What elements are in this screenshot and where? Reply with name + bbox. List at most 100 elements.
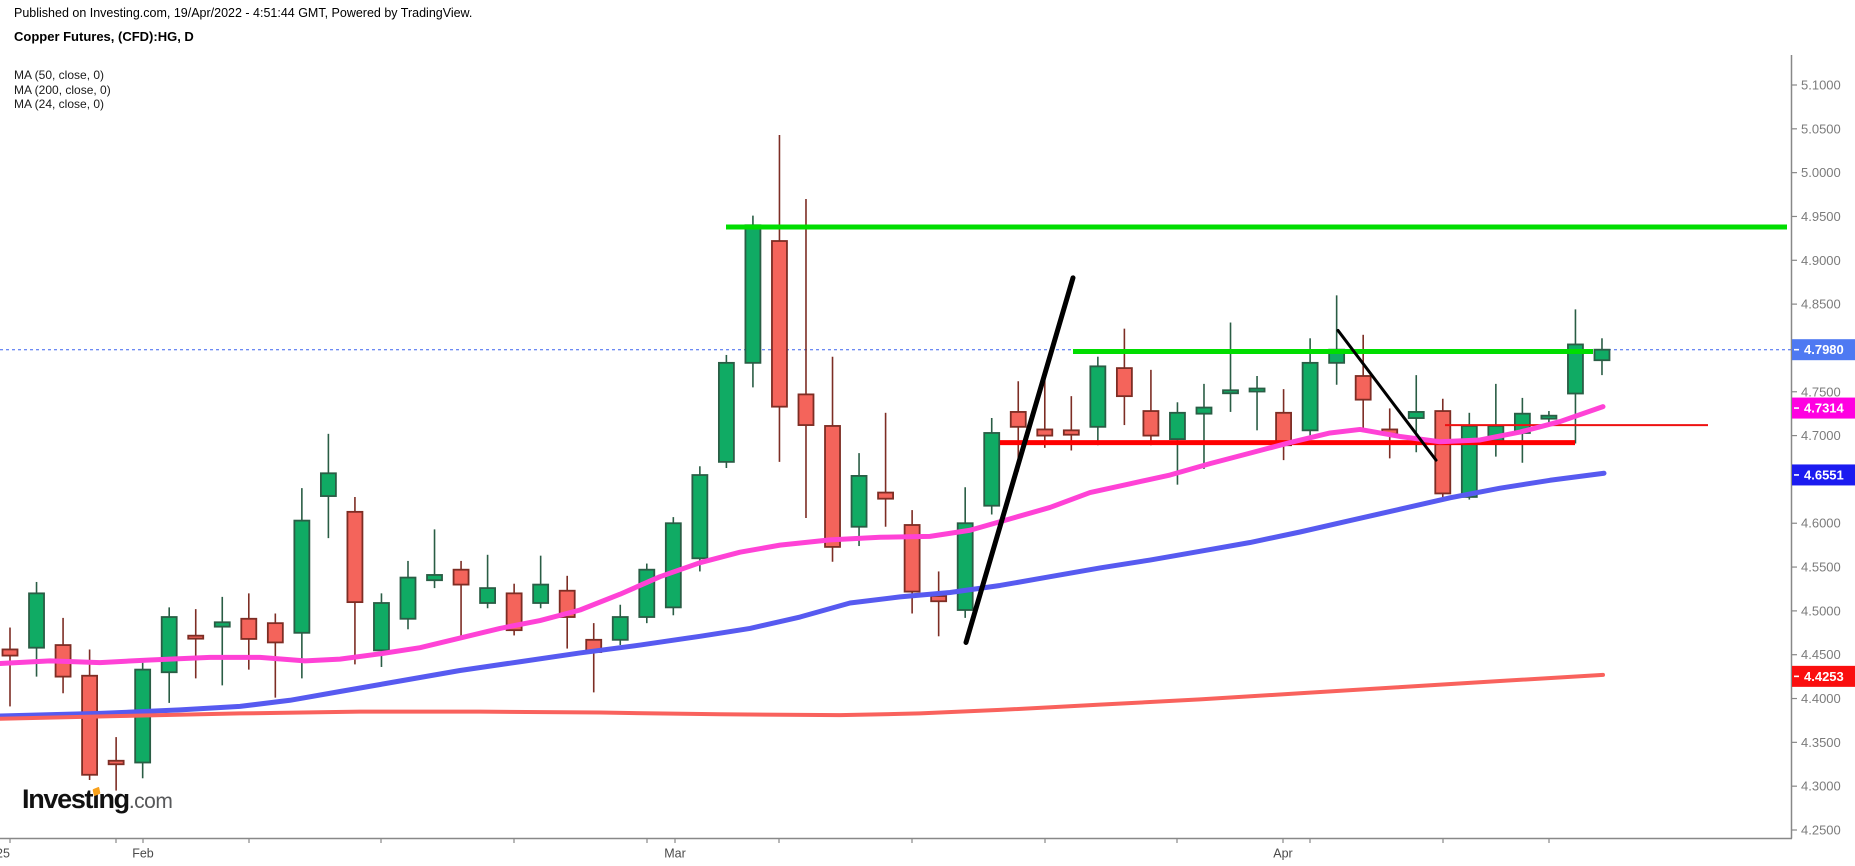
symbol-title: Copper Futures, (CFD):HG, D: [14, 29, 194, 44]
candle-up: [1195, 406, 1213, 415]
candle-up: [1593, 348, 1611, 362]
candle-up: [983, 432, 1001, 507]
candle-down: [240, 617, 258, 640]
price-axis-label: 4.9500: [1801, 209, 1841, 224]
candle-up: [638, 568, 656, 618]
candle-down: [771, 240, 788, 408]
candle-down: [346, 510, 364, 604]
time-axis-label-apr: Apr: [1273, 847, 1292, 861]
moving-average-lines: [0, 404, 1607, 721]
candle-up: [850, 475, 868, 528]
ma-line-ma-50: [0, 470, 1607, 719]
investing-logo: Investı ng.com: [22, 784, 173, 815]
candle-down: [1142, 410, 1160, 437]
price-axis-label: 4.3500: [1801, 735, 1841, 750]
candle-down: [107, 759, 125, 766]
ma-line-ma-24: [0, 404, 1606, 666]
indicator-ma-24: MA (24, close, 0): [14, 97, 105, 111]
candle-up: [611, 616, 629, 641]
downtrend-line: [1336, 328, 1438, 462]
candle-down: [505, 592, 523, 632]
price-axis-label: 4.8500: [1801, 297, 1841, 312]
price-axis-label: 4.5000: [1801, 603, 1841, 618]
candle-up: [293, 519, 311, 634]
price-axis-label: 5.0000: [1801, 165, 1841, 180]
price-axis-label: 4.9000: [1801, 253, 1841, 268]
svg-text:4.7980: 4.7980: [1804, 342, 1844, 357]
candle-down: [452, 568, 470, 586]
candle-up: [664, 522, 682, 609]
svg-text:4.7314: 4.7314: [1804, 401, 1845, 416]
svg-text:4.4253: 4.4253: [1804, 669, 1844, 684]
candle-down: [81, 674, 98, 776]
time-axis-label-25: 25: [0, 847, 10, 861]
candle-up: [532, 583, 550, 604]
candle-up: [1567, 343, 1584, 395]
price-axis-label: 4.2500: [1801, 823, 1841, 838]
price-tag-ma-200-value: 4.4253: [1792, 665, 1855, 687]
candle-down: [1036, 428, 1054, 437]
candle-up: [426, 574, 443, 582]
price-tag-last-price: 4.7980: [1792, 339, 1855, 361]
price-axis-labels: 5.1000 5.0500 5.0000 4.9500 4.9000 4.8500 4.75…: [1791, 78, 1841, 838]
candle-down: [1434, 410, 1452, 495]
indicator-ma-50: MA (50, close, 0): [14, 68, 105, 82]
price-axis-label: 5.0500: [1801, 121, 1841, 136]
candle-up: [28, 592, 45, 649]
candle-up: [1407, 411, 1425, 419]
indicator-ma-200: MA (200, close, 0): [14, 82, 111, 97]
price-axis-label: 4.7000: [1801, 428, 1841, 443]
candle-down: [1062, 429, 1080, 436]
candle-down: [1115, 367, 1133, 398]
candle-up: [213, 621, 231, 628]
candle-down: [930, 595, 948, 603]
price-tag-ma-24-value: 4.7314: [1792, 397, 1855, 419]
candle-down: [877, 491, 894, 500]
candle-down: [1, 648, 19, 657]
price-axis-label: 5.1000: [1801, 78, 1841, 93]
candle-up: [1248, 387, 1266, 393]
time-axis-labels: 25 Feb Mar Apr: [0, 838, 1550, 861]
price-axis-label: 4.3000: [1801, 779, 1841, 794]
time-axis-label-feb: Feb: [132, 847, 154, 861]
price-axis-label: 4.4500: [1801, 647, 1841, 662]
indicator-legend: MA (50, close, 0) MA (200, close, 0) MA …: [14, 68, 472, 112]
candle-down: [1009, 411, 1027, 428]
candle-up: [1169, 411, 1186, 440]
axes: [0, 55, 1793, 840]
svg-text:4.6551: 4.6551: [1804, 467, 1844, 482]
price-axis-label: 4.4000: [1801, 691, 1841, 706]
candle-down: [797, 393, 815, 426]
candles-layer: [1, 134, 1611, 791]
price-axis-label: 4.6000: [1801, 516, 1841, 531]
candle-down: [1354, 375, 1372, 401]
price-tags: 4.7980 4.7314 4.6551 4.4253: [1792, 339, 1855, 687]
candle-up: [1301, 361, 1319, 432]
published-line: Published on Investing.com, 19/Apr/2022 …: [14, 6, 473, 20]
logo-brand-text: Investı ng: [22, 784, 130, 814]
candle-down: [187, 634, 205, 640]
candle-down: [266, 622, 284, 644]
trendlines: [963, 275, 1438, 645]
candle-up: [319, 472, 337, 497]
logo-tld-text: .com: [128, 790, 173, 813]
price-axis-label: 4.5500: [1801, 560, 1841, 575]
candle-up: [691, 474, 709, 560]
candle-up: [956, 522, 974, 611]
candle-up: [1222, 389, 1239, 395]
candle-up: [399, 576, 417, 620]
candle-up: [717, 361, 735, 463]
uptrend-line: [963, 275, 1076, 645]
candle-up: [1540, 414, 1558, 420]
candle-up: [1089, 365, 1107, 428]
candle-down: [824, 425, 841, 548]
candle-up: [744, 224, 762, 364]
candle-up: [479, 587, 496, 604]
time-axis-label-mar: Mar: [664, 847, 686, 861]
candle-up: [373, 602, 390, 652]
candle-down: [903, 524, 921, 593]
price-tag-ma-50-value: 4.6551: [1792, 464, 1855, 486]
candle-up: [1460, 425, 1478, 498]
